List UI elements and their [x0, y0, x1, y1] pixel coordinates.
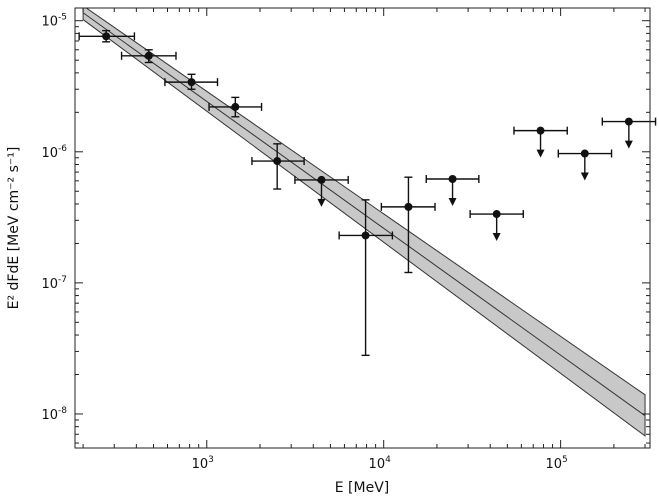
point-marker: [187, 78, 196, 87]
data-points: [78, 29, 657, 357]
point-marker: [536, 126, 545, 135]
data-point: [251, 143, 305, 190]
x-axis: 103 104 105: [82, 8, 646, 472]
point-marker: [144, 51, 153, 60]
x-axis-label: E [MeV]: [335, 480, 390, 496]
upper-limit-point: [469, 210, 524, 242]
fit-line: [82, 12, 646, 417]
upper-limit-point: [601, 117, 657, 149]
point-marker: [317, 175, 326, 184]
x-tick-label: 103: [192, 455, 214, 472]
point-marker: [448, 175, 457, 184]
upper-limit-point: [294, 175, 349, 207]
data-point: [120, 49, 177, 64]
upper-limit-arrow: [492, 233, 501, 242]
x-tick-label: 105: [545, 455, 567, 472]
fit-confidence-band: [82, 8, 646, 437]
upper-limit-arrow: [448, 198, 457, 207]
y-axis: 10-8 10-7 10-6 10-5: [41, 13, 650, 444]
data-point: [380, 176, 436, 274]
y-tick-label: 10-5: [41, 13, 67, 30]
point-marker: [361, 231, 370, 240]
point-marker: [102, 32, 111, 41]
plot-frame: [74, 7, 651, 449]
model-fit: [82, 8, 646, 437]
point-marker: [404, 202, 413, 211]
data-point: [78, 29, 136, 43]
upper-limit-arrow: [536, 149, 545, 158]
y-axis-label: E² dFdE [MeV cm⁻² s⁻¹]: [6, 147, 22, 310]
y-tick-label: 10-8: [41, 406, 67, 423]
point-marker: [273, 157, 282, 166]
data-point: [208, 96, 263, 118]
upper-limit-point: [513, 126, 568, 158]
data-point: [338, 199, 394, 357]
upper-limit-point: [557, 149, 613, 181]
point-marker: [231, 102, 240, 111]
y-tick-label: 10-7: [41, 275, 67, 292]
upper-limit-arrow: [624, 140, 633, 149]
upper-limit-arrow: [580, 172, 589, 181]
point-marker: [580, 149, 589, 158]
upper-limit-arrow: [317, 198, 326, 207]
data-point: [164, 73, 219, 90]
upper-limit-point: [425, 175, 480, 207]
point-marker: [492, 210, 501, 219]
y-tick-label: 10-6: [41, 144, 67, 161]
point-marker: [624, 117, 633, 126]
x-tick-label: 104: [369, 455, 392, 472]
